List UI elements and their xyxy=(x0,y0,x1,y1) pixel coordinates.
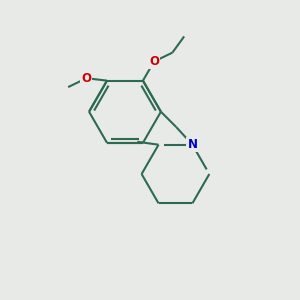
Text: O: O xyxy=(81,72,92,85)
Text: O: O xyxy=(149,55,159,68)
Text: N: N xyxy=(188,138,197,151)
Text: N: N xyxy=(188,138,197,151)
